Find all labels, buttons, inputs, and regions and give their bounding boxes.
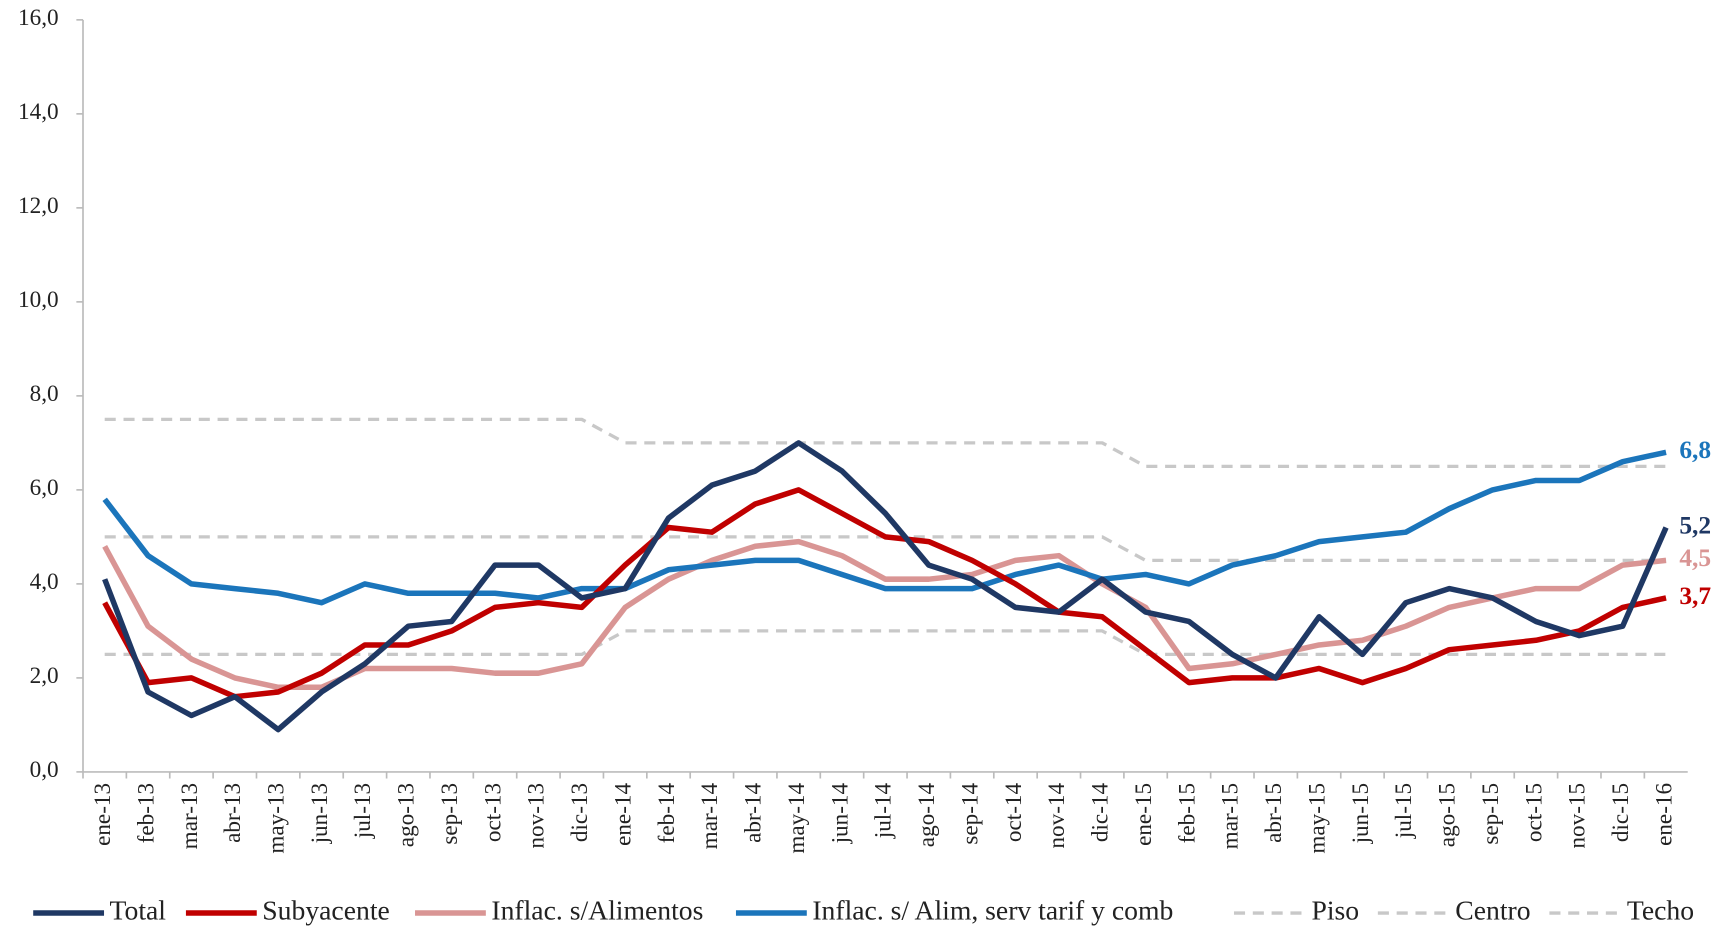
y-tick-label: 14,0	[18, 99, 59, 125]
x-tick-label: ago-13	[394, 783, 420, 847]
x-tick-label: ene-13	[90, 783, 116, 846]
y-tick-label: 12,0	[18, 193, 59, 219]
x-tick-label: may-14	[784, 783, 810, 854]
y-tick-label: 4,0	[30, 569, 59, 595]
x-tick-label: dic-15	[1608, 783, 1634, 842]
y-tick-label: 2,0	[30, 663, 59, 689]
x-tick-label: mar-14	[697, 783, 723, 850]
x-tick-label: sep-14	[957, 783, 983, 845]
legend-label: Techo	[1627, 894, 1694, 925]
legend-label: Subyacente	[262, 894, 389, 925]
x-tick-label: jul-13	[350, 783, 376, 839]
x-tick-label: ene-14	[610, 783, 636, 846]
x-tick-label: may-15	[1304, 783, 1330, 854]
x-tick-label: may-13	[263, 783, 289, 854]
x-tick-label: abr-15	[1261, 783, 1287, 843]
x-tick-label: ago-14	[914, 783, 940, 848]
x-tick-label: sep-13	[437, 783, 463, 845]
x-tick-label: jun-14	[827, 783, 853, 845]
x-tick-label: oct-15	[1521, 783, 1547, 842]
x-tick-label: dic-13	[567, 783, 593, 842]
series-line	[105, 537, 1666, 561]
series-line	[105, 542, 1666, 688]
legend-label: Piso	[1311, 894, 1359, 925]
y-tick-label: 0,0	[30, 757, 59, 783]
legend-label: Centro	[1455, 894, 1530, 925]
y-tick-label: 8,0	[30, 381, 59, 407]
x-tick-label: abr-13	[220, 783, 246, 843]
legend-label: Inflac. s/Alimentos	[491, 894, 703, 925]
x-tick-label: ene-15	[1131, 783, 1157, 846]
x-tick-label: jul-15	[1391, 783, 1417, 839]
x-tick-label: sep-15	[1478, 783, 1504, 845]
x-tick-label: oct-14	[1001, 783, 1027, 843]
x-tick-label: mar-13	[177, 783, 203, 849]
series-line	[105, 631, 1666, 655]
legend-label: Inflac. s/ Alim, serv tarif y comb	[812, 894, 1173, 925]
x-tick-label: ago-15	[1434, 783, 1460, 847]
x-tick-label: abr-14	[741, 783, 767, 843]
x-tick-label: jun-13	[307, 783, 333, 844]
x-tick-label: nov-14	[1044, 783, 1070, 849]
y-tick-label: 6,0	[30, 475, 59, 501]
x-tick-label: feb-14	[654, 783, 680, 844]
x-tick-label: feb-15	[1174, 783, 1200, 843]
x-tick-label: ene-16	[1651, 783, 1677, 846]
x-tick-label: dic-14	[1088, 783, 1114, 843]
end-label: 5,2	[1679, 511, 1711, 539]
y-tick-label: 10,0	[18, 287, 59, 313]
x-tick-label: nov-13	[524, 783, 550, 849]
x-tick-label: mar-15	[1218, 783, 1244, 849]
end-label: 3,7	[1679, 582, 1711, 610]
end-label: 4,5	[1679, 544, 1711, 572]
x-tick-label: oct-13	[480, 783, 506, 842]
x-tick-label: jun-15	[1348, 783, 1374, 844]
legend-label: Total	[110, 894, 167, 925]
x-tick-label: jul-14	[871, 783, 897, 840]
x-tick-label: feb-13	[133, 783, 159, 843]
series-line	[105, 419, 1666, 466]
end-label: 6,8	[1679, 436, 1711, 464]
y-tick-label: 16,0	[18, 5, 59, 31]
chart: 0,0 2,0 4,0 6,0 8,0 10,0 12,0 14,0 16,0 ene-13 feb…	[0, 0, 1732, 934]
x-tick-label: nov-15	[1565, 783, 1591, 849]
